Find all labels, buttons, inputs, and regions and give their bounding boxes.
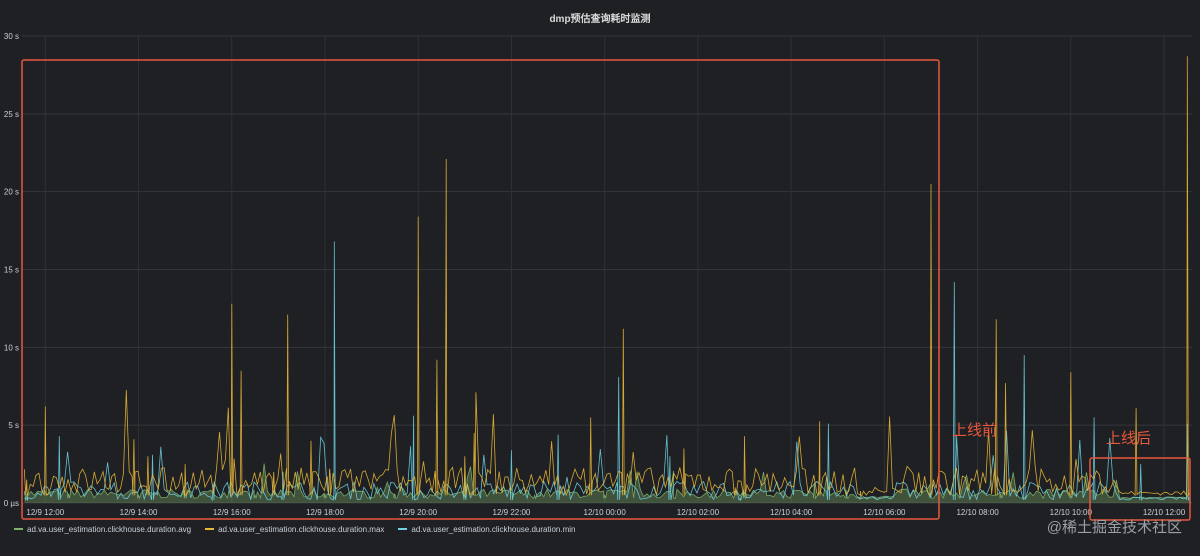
- y-tick-label: 20 s: [4, 188, 19, 197]
- y-tick-label: 10 s: [4, 343, 19, 352]
- x-tick-label: 12/9 18:00: [306, 508, 344, 517]
- x-tick-label: 12/10 08:00: [956, 508, 999, 517]
- legend-swatch-min: [398, 528, 408, 530]
- after-launch-label: 上线后: [1106, 430, 1152, 447]
- after-launch-box: [1089, 457, 1191, 521]
- legend-label-avg: ad.va.user_estimation.clickhouse.duratio…: [27, 524, 192, 534]
- y-tick-label: 25 s: [4, 110, 19, 119]
- y-tick-label: 15 s: [4, 266, 19, 275]
- x-tick-label: 12/9 14:00: [120, 508, 158, 517]
- before-launch-label: 上线前: [952, 422, 998, 439]
- series-line-max: [23, 56, 1191, 499]
- x-tick-label: 12/9 22:00: [493, 508, 531, 517]
- series-avg-area: [24, 463, 1192, 503]
- x-tick-label: 12/10 02:00: [677, 508, 720, 517]
- x-tick-label: 12/10 10:00: [1050, 508, 1093, 517]
- watermark: @稀土掘金技术社区: [1046, 519, 1182, 536]
- x-tick-label: 12/9 12:00: [26, 508, 64, 517]
- legend-item-avg[interactable]: ad.va.user_estimation.clickhouse.duratio…: [14, 525, 191, 534]
- legend-label-min: ad.va.user_estimation.clickhouse.duratio…: [411, 524, 576, 534]
- series-line-avg: [24, 463, 1190, 500]
- legend-item-max[interactable]: ad.va.user_estimation.clickhouse.duratio…: [205, 525, 384, 534]
- legend-item-min[interactable]: ad.va.user_estimation.clickhouse.duratio…: [398, 524, 576, 534]
- series-line-min: [23, 241, 1191, 502]
- panel-title: dmp预估查询耗时监测: [549, 14, 651, 25]
- x-tick-label: 12/9 20:00: [399, 508, 437, 517]
- x-tick-label: 12/10 04:00: [770, 508, 813, 517]
- legend-swatch-avg: [14, 528, 23, 530]
- y-tick-label: 30 s: [4, 32, 19, 41]
- x-tick-label: 12/9 16:00: [213, 508, 251, 517]
- legend-swatch-max: [205, 528, 215, 530]
- x-tick-label: 12/10 06:00: [863, 508, 906, 517]
- x-tick-label: 12/10 00:00: [584, 508, 627, 517]
- legend-label-max: ad.va.user_estimation.clickhouse.duratio…: [218, 524, 385, 534]
- x-tick-label: 12/10 12:00: [1143, 508, 1186, 517]
- y-tick-label: 5 s: [8, 421, 19, 430]
- y-tick-label: 0 µs: [4, 499, 19, 508]
- before-launch-box: [21, 59, 940, 520]
- legend: ad.va.user_estimation.clickhouse.duratio…: [14, 522, 576, 536]
